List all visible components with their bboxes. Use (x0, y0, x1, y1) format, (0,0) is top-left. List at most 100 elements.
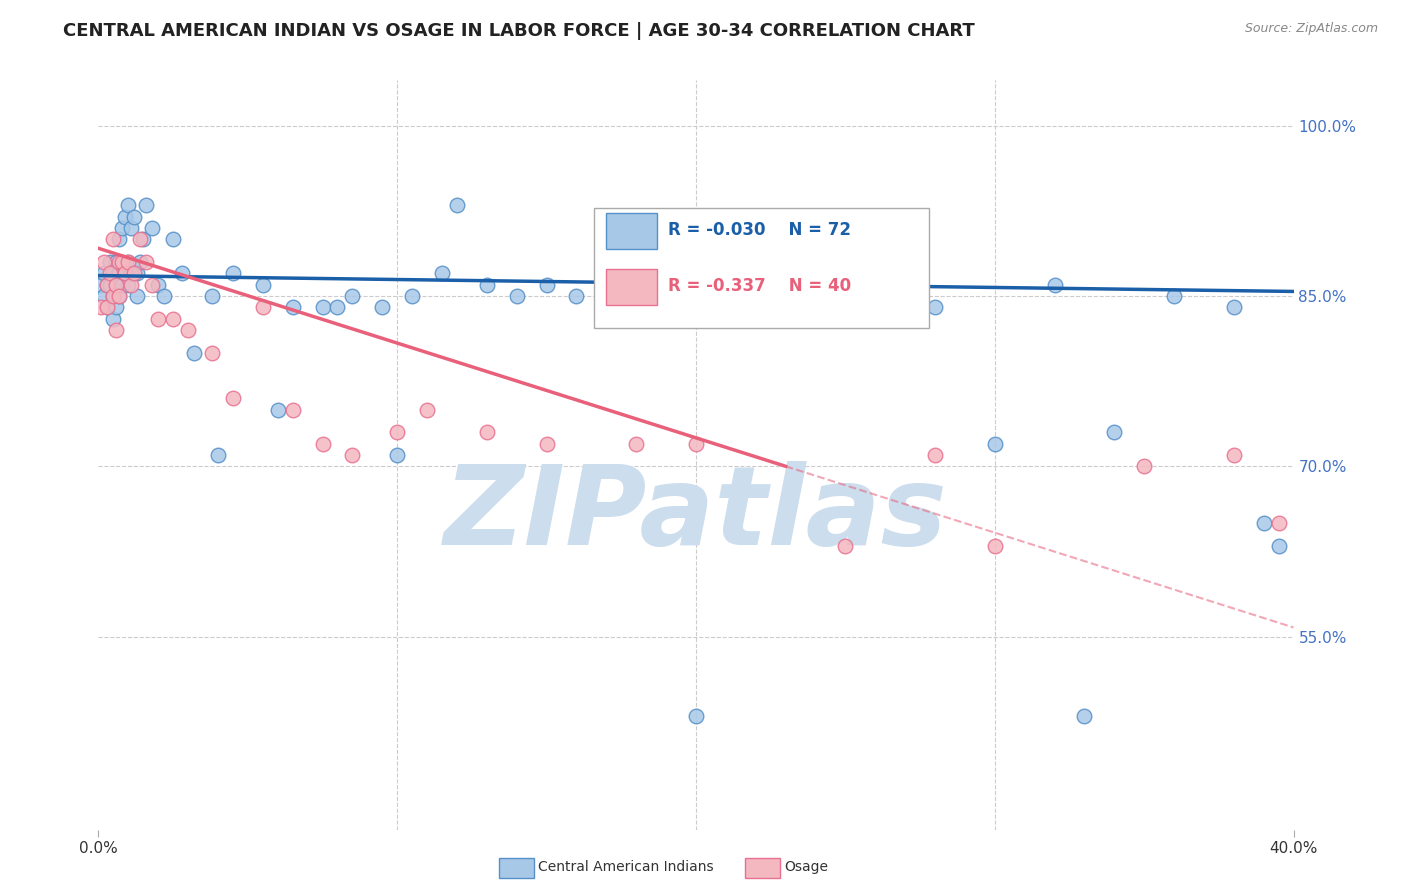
Point (326, 301, 349, 315)
Point (536, 436, 558, 450)
Point (132, 232, 155, 246)
Point (162, 232, 184, 246)
Point (105, 323, 128, 337)
Point (141, 277, 163, 292)
Point (281, 402, 304, 417)
Point (117, 255, 139, 269)
Point (103, 266, 125, 280)
Point (148, 311, 170, 326)
Text: Central American Indians: Central American Indians (538, 860, 714, 874)
Point (267, 402, 290, 417)
Point (103, 289, 125, 303)
Point (108, 255, 131, 269)
Point (103, 289, 125, 303)
Point (207, 448, 229, 462)
Point (162, 311, 184, 326)
Point (117, 277, 139, 292)
Text: CENTRAL AMERICAN INDIAN VS OSAGE IN LABOR FORCE | AGE 30-34 CORRELATION CHART: CENTRAL AMERICAN INDIAN VS OSAGE IN LABO… (63, 22, 974, 40)
Point (105, 277, 128, 292)
Point (775, 277, 797, 292)
Point (98, 266, 122, 280)
Point (536, 277, 558, 292)
Point (252, 301, 274, 315)
Point (1253, 516, 1275, 530)
Point (446, 198, 468, 212)
Point (117, 255, 139, 269)
Point (93, 255, 115, 269)
Point (430, 266, 453, 280)
Point (201, 289, 224, 303)
Point (90, 277, 112, 292)
Point (129, 255, 152, 269)
Point (1163, 289, 1185, 303)
Point (135, 255, 157, 269)
Point (222, 266, 245, 280)
Point (924, 448, 946, 462)
Point (685, 709, 707, 723)
Point (135, 198, 157, 212)
Point (222, 391, 245, 405)
FancyBboxPatch shape (606, 213, 657, 249)
Point (1043, 277, 1066, 292)
Point (93, 289, 115, 303)
Point (120, 220, 142, 235)
Point (1223, 301, 1246, 315)
Point (103, 311, 125, 326)
Text: ZIPatlas: ZIPatlas (444, 461, 948, 568)
Point (1223, 448, 1246, 462)
Point (342, 289, 364, 303)
Point (894, 277, 917, 292)
Point (96, 277, 118, 292)
Point (626, 436, 648, 450)
Point (655, 289, 678, 303)
Point (98, 255, 122, 269)
Text: Source: ZipAtlas.com: Source: ZipAtlas.com (1244, 22, 1378, 36)
Point (183, 345, 205, 359)
Point (108, 289, 131, 303)
Point (105, 277, 128, 292)
Point (127, 266, 149, 280)
Point (114, 266, 136, 280)
Point (506, 289, 529, 303)
Point (127, 289, 149, 303)
Point (129, 232, 152, 246)
Point (401, 289, 423, 303)
Point (148, 277, 170, 292)
Point (281, 301, 304, 315)
Text: Osage: Osage (785, 860, 828, 874)
Point (834, 539, 856, 553)
Point (385, 448, 409, 462)
Point (834, 301, 856, 315)
FancyBboxPatch shape (595, 208, 929, 327)
Point (984, 539, 1007, 553)
Point (96, 277, 118, 292)
Point (416, 402, 439, 417)
Point (105, 301, 128, 315)
Point (626, 301, 648, 315)
Point (172, 266, 194, 280)
Point (90, 301, 112, 315)
Point (565, 289, 588, 303)
Point (141, 220, 163, 235)
Point (108, 266, 131, 280)
Point (98, 277, 122, 292)
Text: R = -0.337    N = 40: R = -0.337 N = 40 (668, 277, 852, 295)
Point (1267, 539, 1289, 553)
Point (984, 436, 1007, 450)
Point (1073, 709, 1095, 723)
Point (114, 266, 136, 280)
Point (93, 266, 115, 280)
Point (311, 436, 333, 450)
Point (105, 255, 128, 269)
Point (924, 301, 946, 315)
Point (124, 266, 146, 280)
Point (117, 198, 139, 212)
Point (111, 255, 134, 269)
Point (475, 277, 498, 292)
FancyBboxPatch shape (606, 269, 657, 305)
Point (1133, 459, 1156, 474)
Point (120, 266, 142, 280)
Point (114, 210, 136, 224)
Point (177, 323, 200, 337)
Point (103, 232, 125, 246)
